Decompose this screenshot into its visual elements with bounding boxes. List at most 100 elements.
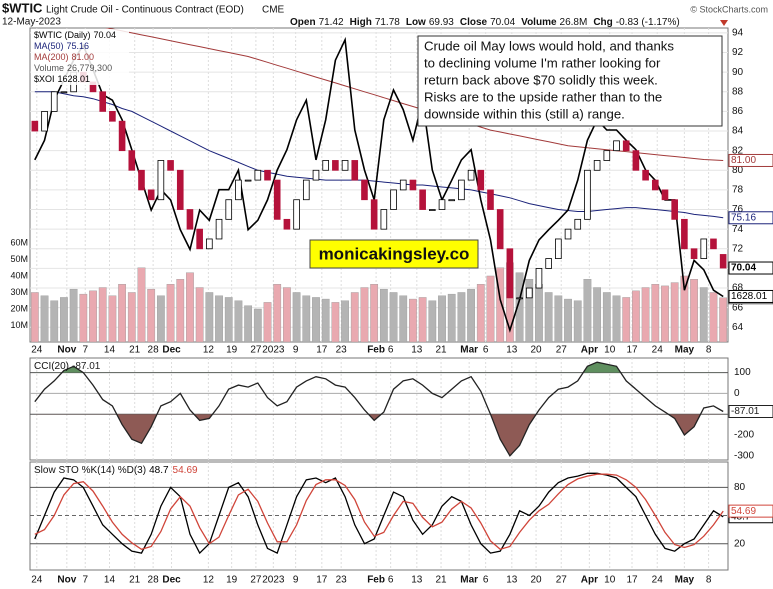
candle-body xyxy=(438,199,446,210)
candle-body xyxy=(593,160,601,171)
x-tick-label: 13 xyxy=(506,575,518,586)
candle-body xyxy=(41,111,48,132)
annotation-box xyxy=(417,35,723,127)
volume-tick-label: 10M xyxy=(10,320,28,330)
x-tick-label: 17 xyxy=(316,345,328,356)
candle-body xyxy=(138,169,145,191)
volume-bar xyxy=(447,293,456,342)
x-tick-label: 14 xyxy=(104,345,116,356)
volume-bar xyxy=(389,292,398,342)
quote: Open 71.42 High 71.78 Low 69.93 Close 70.04 Volu… xyxy=(290,17,680,28)
volume-bar xyxy=(602,292,611,342)
volume-tick-label: 20M xyxy=(10,303,28,313)
candle-body xyxy=(555,238,562,259)
candle-body xyxy=(312,169,320,181)
x-tick-label: 27 xyxy=(556,345,568,356)
overlay-line xyxy=(34,36,724,333)
x-tick-label: 24 xyxy=(31,345,43,356)
value-tag-text: 54.69 xyxy=(731,506,756,517)
legend-value: 48.7 xyxy=(149,465,169,476)
value-tag xyxy=(728,211,773,225)
candle-body xyxy=(302,179,310,201)
candle-body xyxy=(351,160,359,181)
x-tick-label: 8 xyxy=(706,345,712,356)
y-tick-label: 92 xyxy=(732,47,744,58)
value-tag-text: -87.01 xyxy=(731,406,760,417)
volume-bar xyxy=(118,284,126,342)
x-tick-label: 8 xyxy=(706,575,712,586)
value-tag-text: 70.04 xyxy=(731,263,756,274)
volume-bar xyxy=(166,284,175,342)
x-tick-label: 21 xyxy=(129,345,141,356)
x-tick-label: 17 xyxy=(626,575,638,586)
volume-bar xyxy=(341,300,349,342)
candle-body xyxy=(516,297,523,300)
x-tick-label: Apr xyxy=(581,345,598,356)
candle-body xyxy=(661,189,669,201)
volume-bar xyxy=(544,292,553,342)
legend-value: 26,779,300 xyxy=(67,63,112,73)
indicator-legend: CCI(20) -87.01 xyxy=(34,361,101,372)
x-tick-label: 10 xyxy=(604,575,616,586)
candle-body xyxy=(118,120,126,152)
value-tag xyxy=(728,153,773,167)
volume-tick-label: 40M xyxy=(10,270,28,280)
volume-bar xyxy=(670,282,679,342)
legend-box xyxy=(31,29,129,85)
x-tick-label: 6 xyxy=(483,575,489,586)
candle-body xyxy=(332,160,339,171)
x-tick-label: 13 xyxy=(411,345,423,356)
volume-bar xyxy=(60,297,68,342)
x-tick-label: Nov xyxy=(57,345,76,356)
volume-bar xyxy=(593,287,602,342)
overlay-line xyxy=(105,28,724,161)
legend-value: 1628.01 xyxy=(58,74,91,84)
volume-bar xyxy=(379,288,388,342)
volume-bar xyxy=(205,292,214,342)
candle-body xyxy=(603,150,611,161)
x-tick-label: 27 xyxy=(250,345,262,356)
candle-body xyxy=(690,248,698,259)
candle-body xyxy=(264,169,271,181)
volume-bar xyxy=(573,300,582,342)
x-tick-label: Dec xyxy=(162,345,181,356)
volume-bar xyxy=(215,295,223,342)
symbol: $WTIC xyxy=(2,0,43,15)
candle-body xyxy=(535,268,543,289)
volume-bar xyxy=(69,288,78,342)
volume-bar xyxy=(108,295,117,342)
y-tick-label: 78 xyxy=(732,185,744,196)
volume-bar xyxy=(699,287,708,342)
candle-body xyxy=(719,254,727,269)
y-tick-label: 72 xyxy=(732,243,744,254)
indicator-plot xyxy=(30,472,728,555)
x-tick-label: 27 xyxy=(556,575,568,586)
candle-body xyxy=(380,209,388,230)
candle-body xyxy=(60,91,68,94)
volume-bar xyxy=(40,295,49,342)
quote-value: 69.93 xyxy=(429,17,454,28)
y-tick-label: 88 xyxy=(732,86,744,97)
candle-body xyxy=(681,218,688,250)
candle-body xyxy=(361,179,368,201)
y-tick-label: 84 xyxy=(732,126,744,137)
x-tick-label: 6 xyxy=(388,345,394,356)
y-tick-label: 74 xyxy=(732,224,744,235)
value-tag-text: 75.16 xyxy=(731,212,756,223)
x-tick-label: 7 xyxy=(82,575,88,586)
candle-body xyxy=(147,189,155,201)
candle-body xyxy=(196,228,203,250)
x-tick-label: Mar xyxy=(460,345,478,356)
annotation-line: to declining volume I'm rather looking f… xyxy=(424,55,661,70)
x-tick-label: 17 xyxy=(316,575,328,586)
volume-bar xyxy=(651,284,660,342)
quote-value: 71.78 xyxy=(375,17,400,28)
volume-bar xyxy=(331,302,340,342)
x-tick-label: 17 xyxy=(626,345,638,356)
candle-body xyxy=(341,160,349,171)
volume-bar xyxy=(661,285,669,342)
y-tick-label: 66 xyxy=(732,302,744,313)
volume-bar xyxy=(719,297,728,342)
candle-body xyxy=(487,189,494,210)
indicator-title: Slow STO %K(14) %D(3) xyxy=(34,465,146,476)
